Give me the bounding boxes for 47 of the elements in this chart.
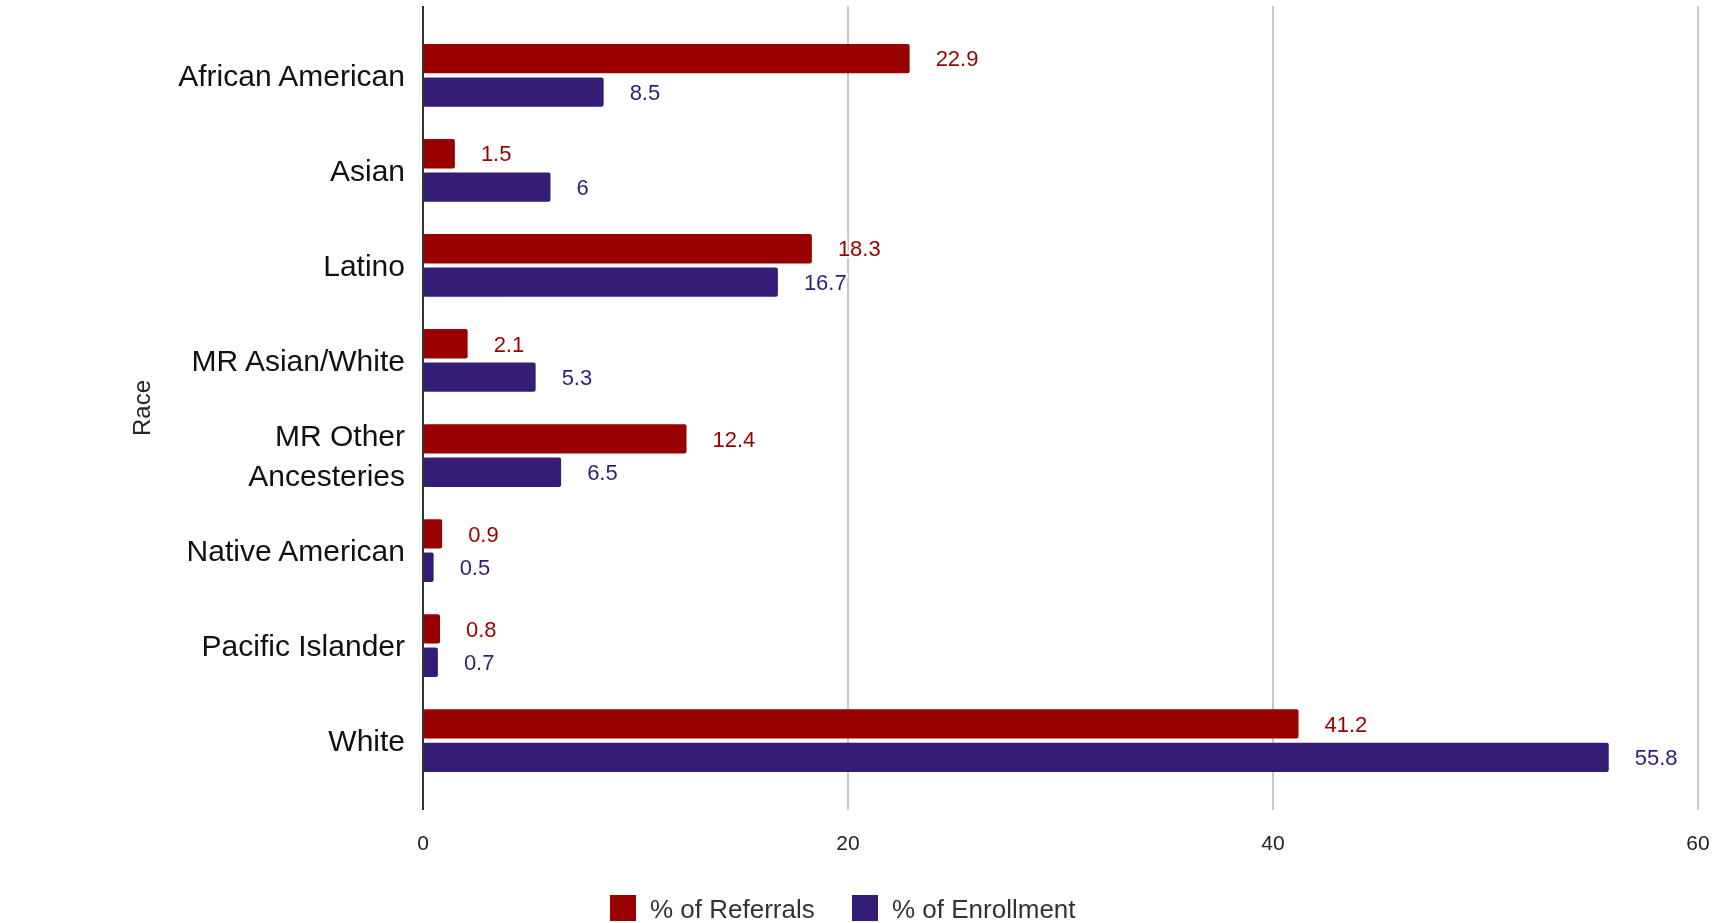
data-label: 55.8 bbox=[1634, 745, 1678, 771]
legend-label: % of Referrals bbox=[650, 894, 815, 923]
bar bbox=[423, 329, 468, 359]
bar bbox=[423, 552, 434, 582]
x-tick-label: 60 bbox=[1686, 831, 1710, 854]
legend-label: % of Enrollment bbox=[892, 894, 1077, 923]
y-tick-label: MR Other Ancesteries bbox=[248, 419, 405, 493]
bar bbox=[423, 139, 455, 169]
bar bbox=[423, 172, 551, 202]
bar bbox=[423, 77, 604, 107]
bar bbox=[423, 457, 562, 487]
data-label: 0.9 bbox=[468, 521, 499, 547]
y-tick-label: Pacific Islander bbox=[201, 629, 405, 663]
data-label: 0.8 bbox=[466, 616, 497, 642]
bar bbox=[423, 424, 687, 454]
data-label: 41.2 bbox=[1324, 711, 1368, 737]
data-label: 12.4 bbox=[712, 426, 756, 452]
data-label: 5.3 bbox=[561, 364, 593, 390]
data-label: 6.5 bbox=[587, 459, 618, 485]
x-tick-label: 0 bbox=[417, 831, 429, 854]
y-tick-label: Asian bbox=[329, 153, 405, 187]
bar bbox=[423, 614, 440, 644]
x-tick-label: 20 bbox=[836, 831, 860, 854]
bar bbox=[423, 362, 536, 392]
data-label: 16.7 bbox=[803, 269, 847, 295]
y-tick-label: Latino bbox=[323, 248, 405, 282]
x-tick-label: 40 bbox=[1261, 831, 1285, 854]
y-tick-label: MR Asian/White bbox=[191, 343, 405, 377]
bar bbox=[423, 647, 438, 677]
bar bbox=[423, 709, 1299, 739]
y-tick-label: Native American bbox=[186, 534, 405, 568]
data-label: 2.1 bbox=[493, 331, 525, 357]
y-tick-label: African American bbox=[178, 58, 405, 92]
y-axis-title: Race bbox=[128, 379, 155, 437]
y-tick-label: White bbox=[328, 724, 405, 758]
data-label: 18.3 bbox=[837, 236, 881, 262]
data-label: 8.5 bbox=[629, 79, 661, 105]
bar bbox=[423, 519, 443, 549]
data-label: 1.5 bbox=[480, 141, 512, 167]
data-label: 6 bbox=[576, 174, 589, 200]
data-label: 22.9 bbox=[935, 46, 979, 72]
bar bbox=[423, 44, 910, 74]
bar bbox=[423, 267, 778, 297]
data-label: 0.7 bbox=[463, 649, 495, 675]
bar bbox=[423, 234, 812, 264]
bar bbox=[423, 742, 1609, 772]
data-label: 0.5 bbox=[459, 554, 491, 580]
